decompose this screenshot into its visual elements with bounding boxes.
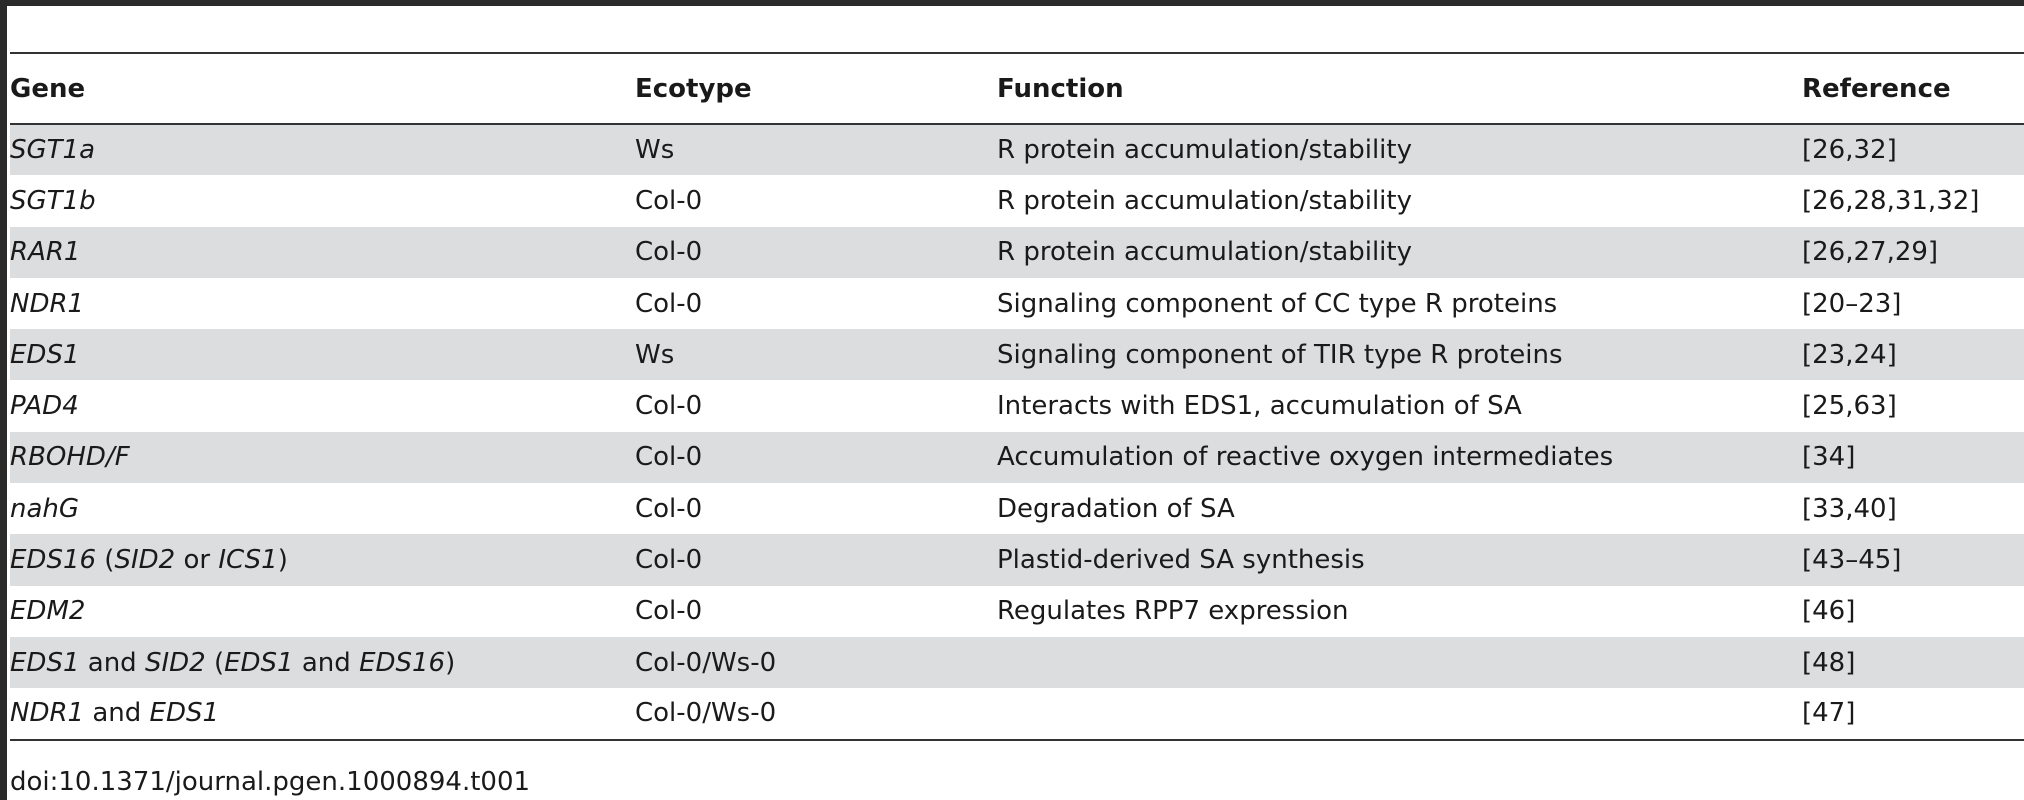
doi-footer: doi:10.1371/journal.pgen.1000894.t001 (10, 767, 531, 797)
table-row: EDM2 Col-0 Regulates RPP7 expression [46] (10, 586, 2024, 637)
table-row: SGT1a Ws R protein accumulation/stability [… (10, 124, 2024, 176)
cell-reference: [48] (1802, 647, 1856, 678)
cell-reference: [47] (1802, 698, 1856, 729)
cell-ecotype: Col-0/Ws-0 (635, 647, 777, 678)
cell-function: R protein accumulation/stability (997, 135, 1412, 166)
cell-gene: RBOHD/F (10, 432, 635, 483)
cell-gene: EDM2 (10, 586, 635, 637)
cell-reference: [25,63] (1802, 391, 1897, 422)
cell-ecotype: Col-0 (635, 237, 703, 268)
cell-reference: [26,32] (1802, 135, 1897, 166)
gene-table: Gene Ecotype Function Reference SGT1a Ws R… (10, 52, 2024, 741)
gene-name-segment: and (84, 698, 150, 729)
cell-function: Accumulation of reactive oxygen intermed… (997, 442, 1614, 473)
cell-gene: RAR1 (10, 227, 635, 278)
gene-name-segment: EDS1 (10, 339, 80, 370)
gene-name-segment: SID2 (144, 647, 206, 678)
cell-gene: NDR1 and EDS1 (10, 688, 635, 739)
gene-name-segment: ( (96, 545, 115, 576)
cell-gene: NDR1 (10, 278, 635, 329)
cell-reference: [33,40] (1802, 493, 1897, 524)
cell-gene: PAD4 (10, 380, 635, 431)
gene-name-segment: ) (277, 545, 288, 576)
gene-name-segment: SID2 (114, 545, 176, 576)
cell-function: Degradation of SA (997, 493, 1235, 524)
gene-name-segment: EDS1 (149, 698, 220, 729)
header-ecotype: Ecotype (635, 73, 752, 104)
cell-ecotype: Ws (635, 135, 675, 166)
table-row: NDR1 and EDS1 Col-0/Ws-0 [47] (10, 688, 2024, 740)
cell-reference: [43–45] (1802, 545, 1902, 576)
gene-name-segment: EDM2 (10, 596, 86, 627)
cell-function: R protein accumulation/stability (997, 237, 1412, 268)
cell-function: Signaling component of TIR type R protei… (997, 339, 1563, 370)
header-gene: Gene (10, 73, 86, 104)
cell-ecotype: Col-0 (635, 391, 703, 422)
left-border-rule (0, 0, 7, 800)
gene-name-segment: ) (445, 647, 456, 678)
cell-reference: [46] (1802, 596, 1856, 627)
gene-name-segment: RAR1 (10, 237, 81, 268)
gene-table-container: Gene Ecotype Function Reference SGT1a Ws R… (10, 52, 2024, 741)
cell-function: Interacts with EDS1, accumulation of SA (997, 391, 1522, 422)
cell-function: Signaling component of CC type R protein… (997, 288, 1558, 319)
top-border-rule (0, 0, 2024, 6)
cell-reference: [23,24] (1802, 339, 1897, 370)
cell-ecotype: Col-0/Ws-0 (635, 698, 777, 729)
cell-ecotype: Col-0 (635, 288, 703, 319)
cell-gene: EDS16 (SID2 or ICS1) (10, 534, 635, 585)
cell-gene: nahG (10, 483, 635, 534)
table-row: SGT1b Col-0 R protein accumulation/stabili… (10, 175, 2024, 226)
cell-ecotype: Col-0 (635, 493, 703, 524)
table-row: PAD4 Col-0 Interacts with EDS1, accumulati… (10, 380, 2024, 431)
gene-name-segment: NDR1 (10, 698, 85, 729)
cell-ecotype: Ws (635, 339, 675, 370)
header-function: Function (997, 73, 1124, 104)
header-reference: Reference (1802, 73, 1951, 104)
cell-ecotype: Col-0 (635, 596, 703, 627)
gene-name-segment: and (79, 647, 145, 678)
gene-name-segment: EDS16 (10, 545, 97, 576)
table-row: NDR1 Col-0 Signaling component of CC type … (10, 278, 2024, 329)
gene-name-segment: ICS1 (218, 545, 278, 576)
header-row: Gene Ecotype Function Reference (10, 53, 2024, 124)
gene-name-segment: ( (205, 647, 225, 678)
cell-gene: SGT1a (10, 124, 635, 175)
gene-name-segment: EDS1 (224, 647, 294, 678)
table-row: nahG Col-0 Degradation of SA [33,40] (10, 483, 2024, 534)
gene-name-segment: EDS16 (359, 647, 446, 678)
cell-reference: [26,28,31,32] (1802, 185, 1980, 216)
cell-gene: SGT1b (10, 175, 635, 226)
table-row: RAR1 Col-0 R protein accumulation/stabilit… (10, 226, 2024, 278)
cell-ecotype: Col-0 (635, 545, 703, 576)
gene-name-segment: SGT1b (10, 185, 96, 216)
cell-reference: [26,27,29] (1802, 237, 1939, 268)
cell-gene: EDS1 and SID2 (EDS1 and EDS16) (10, 637, 635, 688)
table-header: Gene Ecotype Function Reference (10, 53, 2024, 124)
cell-function (997, 637, 1802, 688)
cell-function: Plastid-derived SA synthesis (997, 545, 1365, 576)
gene-name-segment: SGT1a (10, 135, 96, 166)
cell-gene: EDS1 (10, 329, 635, 380)
cell-ecotype: Col-0 (635, 185, 703, 216)
cell-function (997, 688, 1802, 739)
gene-name-segment: NDR1 (10, 288, 85, 319)
gene-name-segment: PAD4 (10, 391, 79, 422)
table-body: SGT1a Ws R protein accumulation/stability [… (10, 124, 2024, 740)
cell-reference: [34] (1802, 442, 1856, 473)
gene-name-segment: nahG (10, 493, 80, 524)
cell-function: R protein accumulation/stability (997, 185, 1412, 216)
cell-reference: [20–23] (1802, 288, 1902, 319)
cell-ecotype: Col-0 (635, 442, 703, 473)
cell-function: Regulates RPP7 expression (997, 596, 1349, 627)
table-row: EDS1 and SID2 (EDS1 and EDS16) Col-0/Ws-0… (10, 636, 2024, 689)
gene-name-segment: and (293, 647, 360, 678)
gene-name-segment: or (175, 545, 219, 576)
table-row: EDS16 (SID2 or ICS1) Col-0 Plastid-derived… (10, 534, 2024, 586)
table-row: RBOHD/F Col-0 Accumulation of reactive oxy… (10, 431, 2024, 484)
gene-name-segment: RBOHD/F (10, 442, 130, 473)
gene-name-segment: EDS1 (10, 647, 80, 678)
table-row: EDS1 Ws Signaling component of TIR type R … (10, 329, 2024, 381)
